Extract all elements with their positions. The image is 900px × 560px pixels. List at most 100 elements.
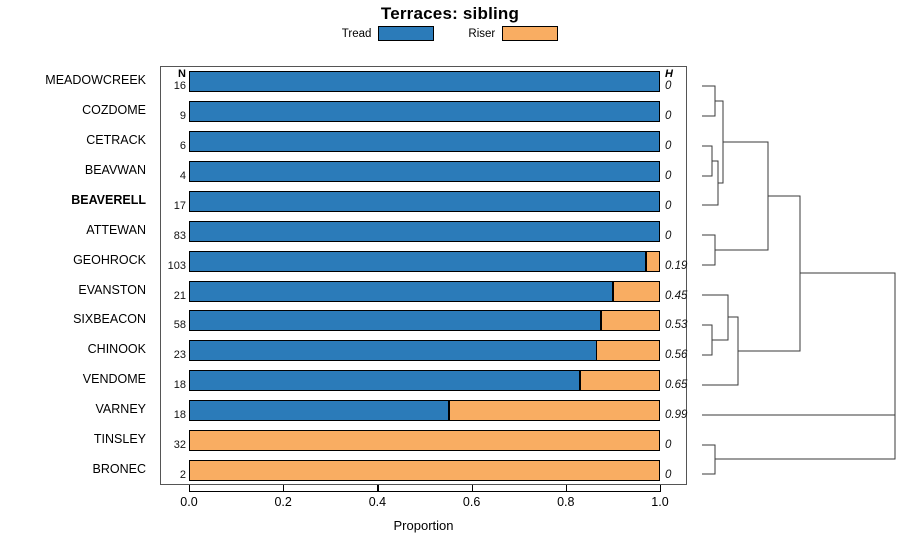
n-value: 103 <box>167 259 186 272</box>
dendro-root <box>715 344 896 460</box>
bar-segment-tread[interactable] <box>190 401 448 421</box>
x-axis-tick <box>660 485 662 492</box>
bar-segment-divider <box>447 401 450 421</box>
h-value: 0 <box>665 199 672 212</box>
y-axis-label: BEAVWAN <box>84 162 146 177</box>
chart-title: Terraces: sibling <box>380 4 520 23</box>
y-axis-label: MEADOWCREEK <box>45 73 146 87</box>
n-value: 17 <box>173 199 186 212</box>
y-axis-label: VENDOME <box>82 372 146 387</box>
bar-segment-tread[interactable] <box>190 371 580 391</box>
h-value: 0 <box>665 80 672 92</box>
bar-segment-tread[interactable] <box>190 221 659 241</box>
bar-segment-tread[interactable] <box>190 191 659 211</box>
x-axis-tick <box>283 485 285 492</box>
x-axis-tick-label: 0.2 <box>274 495 292 509</box>
stacked-bar[interactable] <box>189 250 660 272</box>
y-axis-label: CETRACK <box>86 132 146 147</box>
x-axis-tick-label: 0.0 <box>180 495 198 509</box>
chart-row: 23 0.56 <box>160 335 687 365</box>
stacked-bar[interactable] <box>189 340 660 362</box>
stacked-bar[interactable] <box>189 400 660 422</box>
dendro-merge-cetrack-beavwan <box>702 145 713 177</box>
chart-row: 58 0.53 <box>160 305 687 335</box>
bar-segment-riser[interactable] <box>190 461 659 481</box>
x-axis-tick-label: 0.4 <box>368 495 387 509</box>
x-axis-line <box>189 491 660 493</box>
n-value: 4 <box>179 169 186 182</box>
bar-segment-riser[interactable] <box>646 251 659 271</box>
n-value: 32 <box>173 439 186 452</box>
n-value: 6 <box>179 139 186 152</box>
bar-segment-divider <box>595 341 598 361</box>
bar-segment-riser[interactable] <box>613 281 659 301</box>
bar-segment-tread[interactable] <box>190 72 659 91</box>
x-axis-tick-label: 0.8 <box>557 495 575 509</box>
chart-row: 18 0.99 <box>160 395 687 425</box>
legend-label-tread: Tread <box>341 27 372 40</box>
chart-row: 18 0.65 <box>160 365 687 395</box>
bar-segment-tread[interactable] <box>190 251 645 271</box>
bar-segment-riser[interactable] <box>597 341 659 361</box>
bar-segment-divider <box>644 251 647 271</box>
n-value: 23 <box>173 349 186 362</box>
h-value: 0 <box>665 139 672 152</box>
column-header-n: N <box>178 68 186 80</box>
bar-segment-riser[interactable] <box>190 431 659 451</box>
n-value: 18 <box>173 379 186 392</box>
stacked-bar[interactable] <box>189 190 660 212</box>
chart-row: 83 0 <box>160 216 687 246</box>
bar-segment-tread[interactable] <box>190 101 659 121</box>
x-axis-tick-label: 1.0 <box>651 495 669 509</box>
stacked-bar[interactable] <box>189 160 660 182</box>
h-value: 0.19 <box>665 259 688 272</box>
dendro-merge-evanston-group <box>702 294 729 341</box>
stacked-bar[interactable] <box>189 280 660 302</box>
bar-segment-tread[interactable] <box>190 311 601 331</box>
h-value: 0.45 <box>665 289 688 302</box>
x-axis-tick <box>189 485 191 492</box>
legend-swatch-riser <box>502 26 559 41</box>
chart-row: 17 0 <box>160 186 687 216</box>
h-value: 0.65 <box>665 379 688 392</box>
stacked-bar[interactable] <box>189 130 660 152</box>
y-axis-label: GEOHROCK <box>73 252 146 267</box>
dendro-merge-tinsley-bronec <box>702 444 716 475</box>
stacked-bar[interactable] <box>189 220 660 242</box>
chart-row: 32 0 <box>160 425 687 455</box>
legend-item-tread[interactable]: Tread <box>342 26 435 41</box>
x-axis-tick <box>565 485 567 492</box>
column-header-h: H <box>665 68 673 80</box>
n-value: 83 <box>173 229 186 242</box>
stacked-bar[interactable] <box>189 71 660 92</box>
dendro-merge-varney <box>702 272 896 416</box>
bar-segment-divider <box>579 371 581 391</box>
bar-segment-riser[interactable] <box>580 371 659 391</box>
stacked-bar[interactable] <box>189 430 660 452</box>
bar-segment-tread[interactable] <box>190 131 659 151</box>
bar-segment-riser[interactable] <box>449 401 659 421</box>
y-axis-label: SIXBEACON <box>73 312 146 327</box>
stacked-bar[interactable] <box>189 460 660 482</box>
stacked-bar[interactable] <box>189 370 660 392</box>
bar-segment-riser[interactable] <box>601 311 659 331</box>
n-value: 18 <box>173 409 186 422</box>
stacked-bar[interactable] <box>189 100 660 122</box>
dendro-merge-main-cluster <box>738 195 801 352</box>
bar-segment-tread[interactable] <box>190 281 613 301</box>
bar-segment-tread[interactable] <box>190 341 596 361</box>
bar-segment-tread[interactable] <box>190 161 659 181</box>
h-value: 0 <box>665 109 672 122</box>
y-axis-label: ATTEWAN <box>86 222 146 237</box>
n-value: 16 <box>173 80 186 92</box>
chart-row: 16 0 <box>160 66 687 96</box>
y-axis-label: EVANSTON <box>78 282 146 297</box>
legend-item-riser[interactable]: Riser <box>468 26 559 41</box>
y-axis-label: CHINOOK <box>87 342 146 357</box>
stacked-bar[interactable] <box>189 310 660 332</box>
dendro-merge-top-cluster <box>715 100 724 184</box>
n-value: 21 <box>173 289 186 302</box>
